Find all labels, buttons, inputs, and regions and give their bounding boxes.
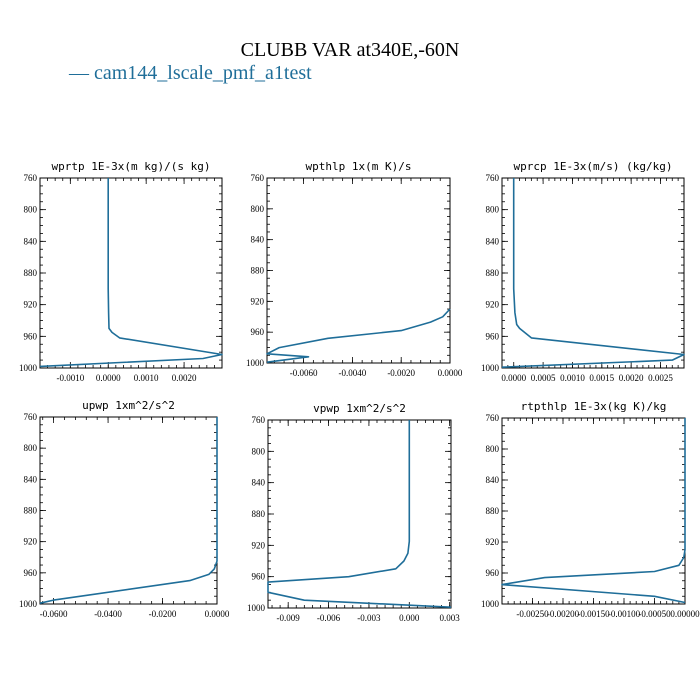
panel-title: vpwp 1xm^2/s^2: [313, 402, 406, 415]
y-tick-label: 960: [251, 327, 265, 337]
x-tick-label: -0.00150: [577, 609, 610, 619]
x-tick-label: -0.00100: [608, 609, 641, 619]
y-tick-label: 880: [486, 268, 500, 278]
y-tick-label: 960: [24, 331, 38, 341]
y-tick-label: 840: [486, 475, 500, 485]
panel-3: wprcp 1E-3x(m/s) (kg/kg) 760 800 840 880 920 9…: [481, 160, 685, 383]
y-tick-label: 880: [486, 506, 500, 516]
figure-title: CLUBB VAR at340E,-60N: [241, 39, 460, 61]
y-tick-label: 760: [251, 173, 265, 183]
x-tick-label: -0.0040: [339, 368, 367, 378]
x-tick-label: 0.0000: [205, 609, 230, 619]
y-tick-label: 1000: [481, 599, 500, 609]
panel-title: wpthlp 1x(m K)/s: [306, 160, 412, 173]
x-tick-label: 0.003: [440, 613, 461, 623]
x-tick-label: -0.0200: [149, 609, 177, 619]
y-tick-label: 800: [486, 444, 500, 454]
x-tick-label: 0.0010: [134, 373, 159, 383]
y-tick-label: 760: [24, 412, 38, 422]
plot-frame: [39, 416, 218, 605]
y-tick-label: 960: [486, 331, 500, 341]
y-tick-label: 1000: [19, 599, 38, 609]
x-tick-label: -0.0020: [387, 368, 415, 378]
y-tick-label: 920: [252, 540, 266, 550]
y-tick-label: 800: [24, 205, 38, 215]
y-tick-label: 1000: [246, 358, 265, 368]
x-tick-label: 0.000: [399, 613, 420, 623]
legend: — cam144_lscale_pmf_a1test: [68, 62, 312, 84]
y-tick-label: 1000: [19, 363, 38, 373]
plot-frame: [501, 177, 685, 369]
y-tick-label: 800: [251, 204, 265, 214]
y-tick-label: 920: [24, 300, 38, 310]
y-tick-label: 840: [251, 235, 265, 245]
y-tick-label: 760: [486, 413, 500, 423]
series-line: [266, 308, 451, 363]
panel-title: upwp 1xm^2/s^2: [82, 399, 175, 412]
y-tick-label: 800: [24, 443, 38, 453]
y-tick-label: 960: [252, 572, 266, 582]
x-tick-label: 0.0005: [531, 373, 556, 383]
y-tick-label: 800: [486, 205, 500, 215]
panel-grid: wprtp 1E-3x(m kg)/(s kg) 760 800 840 880 920 9…: [19, 160, 700, 623]
panel-6: rtpthlp 1E-3x(kg K)/kg 760 800 840 880 920 960…: [481, 400, 700, 619]
panel-2: wpthlp 1x(m K)/s 760 800 840 880 920 960 1000 -0…: [246, 160, 463, 378]
y-tick-label: 920: [24, 537, 38, 547]
legend-entry-label: — cam144_lscale_pmf_a1test: [68, 62, 312, 84]
x-tick-label: -0.0400: [94, 609, 122, 619]
series-line: [39, 417, 218, 604]
series-line: [501, 418, 686, 604]
x-tick-label: -0.00250: [516, 609, 549, 619]
y-tick-label: 960: [486, 568, 500, 578]
y-tick-label: 840: [252, 478, 266, 488]
panel-5: vpwp 1xm^2/s^2 760 800 840 880 920 960 1000 -0.0…: [247, 402, 460, 623]
panel-title: wprcp 1E-3x(m/s) (kg/kg): [514, 160, 673, 173]
x-tick-label: 0.0000: [96, 373, 121, 383]
series-line: [501, 178, 685, 368]
plot-frame: [501, 417, 686, 605]
x-tick-label: -0.00050: [638, 609, 671, 619]
y-tick-label: 960: [24, 568, 38, 578]
x-tick-label: 0.0015: [589, 373, 614, 383]
y-tick-label: 880: [251, 266, 265, 276]
y-tick-label: 840: [24, 474, 38, 484]
x-tick-label: -0.0010: [56, 373, 84, 383]
series-line: [267, 420, 452, 608]
y-tick-label: 920: [486, 300, 500, 310]
panel-4: upwp 1xm^2/s^27608008408809209601000-0.0…: [19, 399, 230, 619]
y-tick-label: 1000: [481, 363, 500, 373]
y-tick-label: 760: [24, 173, 38, 183]
y-tick-label: 920: [251, 296, 265, 306]
y-tick-label: 920: [486, 537, 500, 547]
x-tick-label: 0.0020: [172, 373, 197, 383]
y-tick-label: 880: [24, 268, 38, 278]
y-tick-label: 880: [252, 509, 266, 519]
x-tick-label: 0.0000: [438, 368, 463, 378]
x-tick-label: 0.0020: [619, 373, 644, 383]
y-tick-label: 800: [252, 446, 266, 456]
x-tick-label: 0.0000: [501, 373, 526, 383]
y-tick-label: 1000: [247, 603, 266, 613]
y-tick-label: 760: [486, 173, 500, 183]
x-tick-label: -0.006: [317, 613, 341, 623]
x-tick-label: 0.0010: [560, 373, 585, 383]
y-tick-label: 840: [486, 236, 500, 246]
panel-title: wprtp 1E-3x(m kg)/(s kg): [52, 160, 211, 173]
x-tick-label: -0.009: [277, 613, 301, 623]
y-tick-label: 880: [24, 506, 38, 516]
x-tick-label: -0.003: [357, 613, 381, 623]
x-tick-label: 0.00000: [670, 609, 700, 619]
y-tick-label: 760: [252, 415, 266, 425]
y-tick-label: 840: [24, 236, 38, 246]
series-line: [39, 178, 223, 368]
x-tick-label: 0.0025: [648, 373, 673, 383]
x-tick-label: -0.00200: [547, 609, 580, 619]
panel-1: wprtp 1E-3x(m kg)/(s kg) 760 800 840 880 920 9…: [19, 160, 223, 383]
x-tick-label: -0.0060: [290, 368, 318, 378]
panel-title: rtpthlp 1E-3x(kg K)/kg: [521, 400, 667, 413]
x-tick-label: -0.0600: [40, 609, 68, 619]
